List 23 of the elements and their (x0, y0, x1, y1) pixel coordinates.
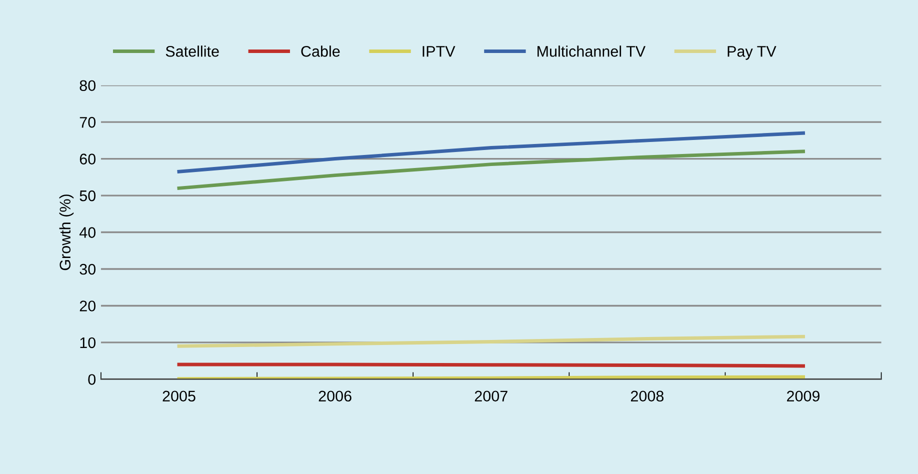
legend-label: Satellite (166, 46, 219, 57)
legend-label: IPTV (422, 46, 456, 57)
legend-label: Pay TV (728, 46, 776, 60)
y-tick-label: 20 (80, 300, 96, 312)
y-tick-label: 60 (80, 154, 96, 164)
line-series (177, 150, 805, 190)
x-tick-label: 2007 (474, 390, 508, 402)
y-tick-label: 10 (80, 337, 96, 348)
legend-label: Multichannel TV (538, 46, 646, 57)
x-tick-label: 2009 (787, 390, 820, 402)
y-tick-label: 40 (79, 227, 96, 238)
y-tick-label: 0 (88, 374, 96, 385)
y-tick-label: 80 (80, 80, 96, 92)
y-tick-label: 30 (80, 264, 96, 275)
y-axis-title: Growth (%) (59, 194, 74, 270)
line-series (177, 131, 805, 174)
x-tick-label: 2008 (630, 390, 664, 402)
x-tick-label: 2006 (318, 390, 352, 402)
y-tick-label: 70 (80, 116, 96, 128)
line-series (177, 334, 805, 348)
legend-label: Cable (301, 46, 340, 57)
y-tick-label: 50 (80, 190, 96, 202)
x-tick-label: 2005 (162, 390, 196, 402)
